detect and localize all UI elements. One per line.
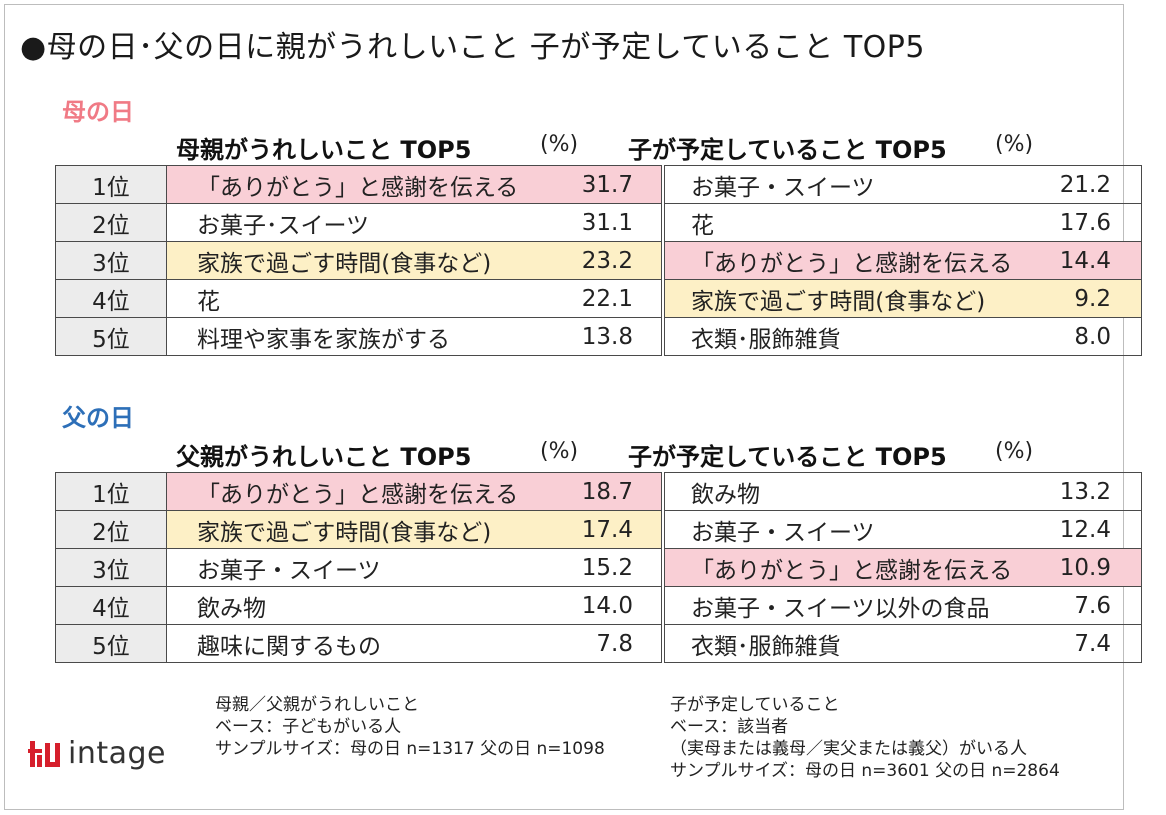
rank-cell: 5位: [55, 317, 167, 356]
child-item-cell: お菓子・スイーツ以外の食品: [664, 586, 1021, 625]
table-row: 3位 お菓子・スイーツ 15.2 「ありがとう」と感謝を伝える 10.9: [55, 548, 1142, 587]
child-value-cell: 12.4: [1021, 510, 1142, 549]
table-row: 4位 飲み物 14.0 お菓子・スイーツ以外の食品 7.6: [55, 586, 1142, 625]
table-row: 3位 家族で過ごす時間(食事など) 23.2 「ありがとう」と感謝を伝える 14.4: [55, 241, 1142, 280]
column-gap: [661, 472, 665, 511]
child-value-cell: 7.6: [1021, 586, 1142, 625]
column-gap: [661, 203, 665, 242]
column-gap: [661, 510, 665, 549]
father-child-header: 子が予定していること TOP5: [628, 443, 947, 471]
mother-child-unit: (%): [995, 132, 1034, 157]
child-item-cell: 家族で過ごす時間(食事など): [664, 279, 1021, 318]
rank-cell: 3位: [55, 548, 167, 587]
note-line: 母親／父親がうれしいこと: [215, 695, 419, 715]
child-item-cell: 花: [664, 203, 1021, 242]
rank-cell: 3位: [55, 241, 167, 280]
parent-value-cell: 7.8: [545, 624, 662, 663]
slide-frame: [4, 4, 1124, 810]
father-parent-header: 父親がうれしいこと TOP5: [176, 443, 472, 471]
parent-item-cell: 料理や家事を家族がする: [166, 317, 545, 356]
table-row: 5位 趣味に関するもの 7.8 衣類･服飾雑貨 7.4: [55, 624, 1142, 663]
parent-item-cell: 「ありがとう」と感謝を伝える: [166, 165, 545, 204]
column-gap: [661, 317, 665, 356]
note-line: 子が予定していること: [670, 695, 840, 715]
child-value-cell: 8.0: [1021, 317, 1142, 356]
parent-value-cell: 13.8: [545, 317, 662, 356]
column-gap: [661, 548, 665, 587]
column-gap: [661, 279, 665, 318]
parent-value-cell: 31.1: [545, 203, 662, 242]
note-line: サンプルサイズ：母の日 n=3601 父の日 n=2864: [670, 761, 1060, 781]
parent-value-cell: 18.7: [545, 472, 662, 511]
note-line: ベース：該当者: [670, 717, 789, 737]
parent-value-cell: 22.1: [545, 279, 662, 318]
parent-value-cell: 15.2: [545, 548, 662, 587]
parent-item-cell: お菓子・スイーツ: [166, 548, 545, 587]
parent-item-cell: 家族で過ごす時間(食事など): [166, 241, 545, 280]
parent-item-cell: 家族で過ごす時間(食事など): [166, 510, 545, 549]
note-line: ベース：子どもがいる人: [215, 717, 402, 737]
mother-child-header: 子が予定していること TOP5: [628, 136, 947, 164]
parent-item-cell: 「ありがとう」と感謝を伝える: [166, 472, 545, 511]
page-title: ●母の日･父の日に親がうれしいこと 子が予定していること TOP5: [20, 30, 925, 65]
child-item-cell: お菓子・スイーツ: [664, 165, 1021, 204]
child-item-cell: お菓子・スイーツ: [664, 510, 1021, 549]
rank-cell: 4位: [55, 279, 167, 318]
table-row: 1位 「ありがとう」と感謝を伝える 31.7 お菓子・スイーツ 21.2: [55, 165, 1142, 204]
note-line: （実母または義母／実父または義父）がいる人: [670, 739, 1027, 759]
parent-item-cell: 趣味に関するもの: [166, 624, 545, 663]
table-row: 2位 家族で過ごす時間(食事など) 17.4 お菓子・スイーツ 12.4: [55, 510, 1142, 549]
fathers-day-table: 1位 「ありがとう」と感謝を伝える 18.7 飲み物 13.2 2位 家族で過ごす時間(食事…: [55, 472, 1142, 663]
section-label-mothers-day: 母の日: [62, 98, 134, 126]
notes-left: 母親／父親がうれしいこと ベース：子どもがいる人 サンプルサイズ：母の日 n=1…: [215, 694, 605, 760]
note-line: サンプルサイズ：母の日 n=1317 父の日 n=1098: [215, 739, 605, 759]
child-item-cell: 「ありがとう」と感謝を伝える: [664, 548, 1021, 587]
child-value-cell: 21.2: [1021, 165, 1142, 204]
mothers-day-table: 1位 「ありがとう」と感謝を伝える 31.7 お菓子・スイーツ 21.2 2位 お菓子･スイ…: [55, 165, 1142, 356]
mother-parent-unit: (%): [540, 132, 579, 157]
child-value-cell: 14.4: [1021, 241, 1142, 280]
notes-right: 子が予定していること ベース：該当者 （実母または義母／実父または義父）がいる人…: [670, 694, 1060, 782]
rank-cell: 2位: [55, 203, 167, 242]
parent-item-cell: 飲み物: [166, 586, 545, 625]
parent-value-cell: 17.4: [545, 510, 662, 549]
child-value-cell: 9.2: [1021, 279, 1142, 318]
table-row: 2位 お菓子･スイーツ 31.1 花 17.6: [55, 203, 1142, 242]
child-item-cell: 飲み物: [664, 472, 1021, 511]
section-label-fathers-day: 父の日: [62, 404, 134, 432]
child-value-cell: 7.4: [1021, 624, 1142, 663]
table-row: 4位花 22.1 家族で過ごす時間(食事など) 9.2: [55, 279, 1142, 318]
column-gap: [661, 586, 665, 625]
child-value-cell: 17.6: [1021, 203, 1142, 242]
child-value-cell: 10.9: [1021, 548, 1142, 587]
rank-cell: 1位: [55, 472, 167, 511]
rank-cell: 4位: [55, 586, 167, 625]
intage-mark-icon: [28, 740, 60, 767]
logo-text: intage: [68, 736, 166, 771]
column-gap: [661, 241, 665, 280]
father-parent-unit: (%): [540, 439, 579, 464]
parent-item-cell: お菓子･スイーツ: [166, 203, 545, 242]
parent-value-cell: 31.7: [545, 165, 662, 204]
rank-cell: 1位: [55, 165, 167, 204]
rank-cell: 2位: [55, 510, 167, 549]
mother-parent-header: 母親がうれしいこと TOP5: [176, 136, 472, 164]
table-row: 5位 料理や家事を家族がする 13.8 衣類･服飾雑貨 8.0: [55, 317, 1142, 356]
table-row: 1位 「ありがとう」と感謝を伝える 18.7 飲み物 13.2: [55, 472, 1142, 511]
parent-item-cell: 花: [166, 279, 545, 318]
intage-logo: intage: [28, 736, 166, 771]
child-item-cell: 「ありがとう」と感謝を伝える: [664, 241, 1021, 280]
column-gap: [661, 624, 665, 663]
parent-value-cell: 23.2: [545, 241, 662, 280]
parent-value-cell: 14.0: [545, 586, 662, 625]
child-item-cell: 衣類･服飾雑貨: [664, 317, 1021, 356]
child-value-cell: 13.2: [1021, 472, 1142, 511]
child-item-cell: 衣類･服飾雑貨: [664, 624, 1021, 663]
rank-cell: 5位: [55, 624, 167, 663]
father-child-unit: (%): [995, 439, 1034, 464]
column-gap: [661, 165, 665, 204]
